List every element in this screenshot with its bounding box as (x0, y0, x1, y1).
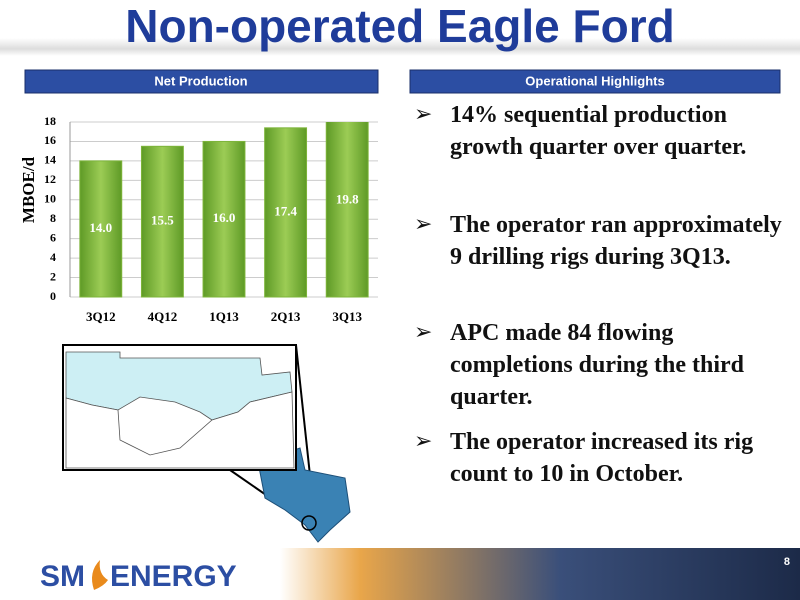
value-label: 16.0 (213, 210, 236, 225)
y-tick-label: 8 (50, 211, 56, 225)
value-label: 19.8 (336, 192, 359, 207)
y-tick-label: 4 (50, 250, 56, 264)
x-tick-label: 4Q12 (148, 309, 178, 324)
y-tick-label: 18 (44, 114, 56, 128)
x-tick-label: 3Q13 (332, 309, 362, 324)
x-tick-label: 1Q13 (209, 309, 239, 324)
texas-map (257, 447, 351, 543)
logo-flame (92, 560, 108, 590)
bars (79, 122, 369, 298)
bar-chart: 0 2 4 6 8 10 12 14 16 18 3Q12 14.0 4Q12 15.5 1Q13 16.0 2… (44, 114, 378, 324)
bullet-arrow: ➢ (414, 102, 433, 127)
bar (79, 160, 123, 298)
x-tick-label: 3Q12 (86, 309, 116, 324)
y-axis-label: MBOE/d (19, 156, 38, 223)
value-label: 17.4 (274, 203, 297, 218)
panel-header (409, 69, 781, 94)
logo-sm: SM (40, 560, 85, 593)
footer-band (0, 548, 800, 600)
bar (325, 122, 369, 298)
panel-header-text: Operational Highlights (525, 73, 664, 88)
y-tick-label: 16 (44, 133, 56, 147)
y-tick-label: 10 (44, 192, 56, 206)
bullet-arrow: ➢ (414, 212, 433, 237)
highlight: 14% sequential production growth quarter… (450, 102, 747, 160)
y-tick-label: 6 (50, 230, 56, 244)
y-tick-label: 2 (50, 269, 56, 283)
bullet-arrow: ➢ (414, 320, 433, 345)
bar (140, 145, 184, 298)
slide-title: Non-operated Eagle Ford (125, 0, 674, 52)
highlight: The operator ran approximately 9 drillin… (450, 212, 782, 270)
value-label: 15.5 (151, 213, 174, 228)
y-tick-label: 0 (50, 289, 56, 303)
page-number: 8 (784, 556, 790, 568)
panel-header-text: Net Production (154, 73, 247, 88)
map-highlight (301, 515, 317, 531)
logo-energy: ENERGY (110, 560, 237, 593)
panel-header (24, 69, 379, 94)
bar (202, 140, 246, 298)
bar (264, 127, 308, 298)
map-county (65, 391, 295, 469)
x-tick-label: 2Q13 (271, 309, 301, 324)
value-label: 14.0 (89, 220, 112, 235)
title-band (0, 38, 800, 56)
y-tick-label: 14 (44, 153, 56, 167)
bullet-arrow: ➢ (414, 429, 433, 454)
highlight: APC made 84 flowing completions during t… (450, 320, 745, 410)
highlight: The operator increased its rig count to … (450, 429, 754, 487)
y-tick-label: 12 (44, 172, 56, 186)
